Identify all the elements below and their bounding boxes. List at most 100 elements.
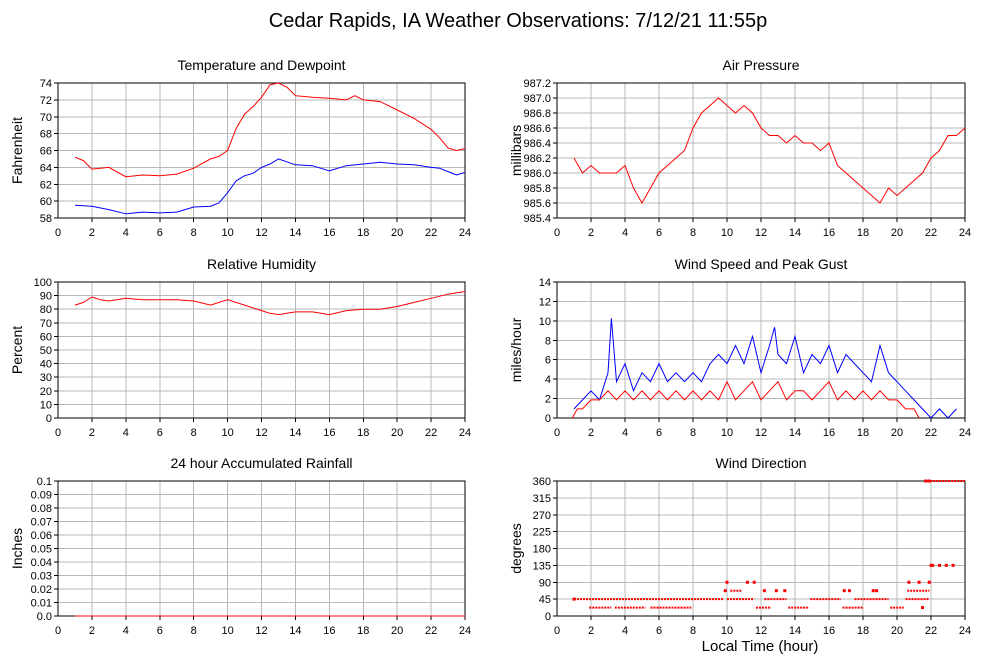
pressure-xtick-label: 8: [690, 227, 696, 239]
rain-xtick-label: 24: [459, 625, 471, 637]
humidity-plot-frame: [57, 281, 466, 419]
humidity-ytick-label: 70: [40, 318, 52, 330]
rain-ytick-label: 0.07: [31, 517, 52, 529]
rain-ytick-label: 0.08: [31, 503, 52, 515]
humidity-xtick-label: 22: [425, 427, 437, 439]
pressure-y-axis-label: millibars: [508, 125, 524, 176]
direction-ytick-label: 135: [533, 560, 551, 572]
humidity-ytick-label: 20: [40, 386, 52, 398]
temp-xtick-label: 4: [123, 227, 129, 239]
humidity-xtick-label: 12: [255, 427, 267, 439]
direction-point: [875, 589, 879, 593]
rain-xtick-label: 14: [289, 625, 301, 637]
temp-xtick-label: 22: [425, 227, 437, 239]
direction-xtick-label: 12: [755, 625, 767, 637]
wind-xtick-label: 6: [656, 427, 662, 439]
direction-point: [951, 563, 955, 567]
temp-xtick-label: 6: [157, 227, 163, 239]
humidity-ytick-label: 50: [40, 345, 52, 357]
direction-ytick-label: 225: [533, 527, 551, 539]
direction-point: [929, 563, 933, 567]
direction-xtick-label: 2: [588, 625, 594, 637]
temp-ytick-label: 74: [40, 78, 52, 90]
humidity-xtick-label: 20: [391, 427, 403, 439]
direction-xtick-label: 20: [891, 625, 903, 637]
direction-ytick-label: 270: [533, 510, 551, 522]
humidity-ytick-label: 80: [40, 304, 52, 316]
pressure-xtick-label: 24: [959, 227, 971, 239]
direction-xtick-label: 8: [690, 625, 696, 637]
direction-ytick-label: 90: [539, 577, 551, 589]
temp-xtick-label: 12: [255, 227, 267, 239]
direction-point: [938, 563, 941, 567]
humidity-ytick-label: 10: [40, 399, 52, 411]
temp-ytick-label: 64: [40, 162, 52, 174]
pressure-xtick-label: 4: [622, 227, 628, 239]
rain-xtick-label: 22: [425, 625, 437, 637]
wind-xtick-label: 14: [789, 427, 801, 439]
direction-point: [871, 589, 875, 593]
wind-ytick-label: 10: [539, 316, 551, 328]
direction-point: [944, 563, 948, 567]
pressure-series-line-1: [573, 97, 966, 205]
wind-series-line-1: [573, 318, 957, 419]
humidity-xtick-label: 6: [157, 427, 163, 439]
pressure-xtick-label: 0: [554, 227, 560, 239]
temp-ytick-label: 60: [40, 196, 52, 208]
temp-ytick-label: 72: [40, 95, 52, 107]
direction-point: [762, 589, 766, 593]
temp-xtick-label: 24: [459, 227, 471, 239]
direction-point: [927, 479, 931, 483]
direction-point: [921, 606, 924, 610]
rain-ytick-label: 0.09: [31, 490, 52, 502]
direction-point: [783, 589, 787, 593]
temp-xtick-label: 10: [221, 227, 233, 239]
temp-ytick-label: 58: [40, 213, 52, 225]
pressure-ytick-label: 986.2: [523, 153, 551, 165]
wind-series-line-2: [571, 380, 920, 419]
pressure-ytick-label: 985.8: [523, 183, 551, 195]
direction-point: [745, 580, 749, 584]
direction-title: Wind Direction: [715, 455, 806, 471]
temp-series-line-1: [74, 82, 466, 178]
wind-xtick-label: 0: [554, 427, 560, 439]
rain-xtick-label: 16: [323, 625, 335, 637]
humidity-y-axis-label: Percent: [9, 326, 25, 374]
direction-xtick-label: 10: [721, 625, 733, 637]
direction-xtick-label: 24: [959, 625, 971, 637]
temp-y-axis-label: Fahrenheit: [9, 117, 25, 184]
direction-point: [907, 580, 911, 584]
wind-xtick-label: 18: [857, 427, 869, 439]
humidity-xtick-label: 18: [357, 427, 369, 439]
rain-xtick-label: 8: [191, 625, 197, 637]
temp-title: Temperature and Dewpoint: [177, 57, 345, 73]
pressure-xtick-label: 12: [755, 227, 767, 239]
pressure-ytick-label: 985.6: [523, 198, 551, 210]
temp-xtick-label: 0: [55, 227, 61, 239]
humidity-ytick-label: 100: [34, 277, 52, 289]
direction-point: [752, 580, 756, 584]
wind-ytick-label: 14: [539, 277, 551, 289]
pressure-ytick-label: 986.0: [523, 168, 551, 180]
direction-xtick-label: 16: [823, 625, 835, 637]
humidity-series-line-1: [74, 291, 466, 316]
rain-y-axis-label: Inches: [9, 528, 25, 569]
direction-ytick-label: 315: [533, 493, 551, 505]
humidity-xtick-label: 16: [323, 427, 335, 439]
humidity-ytick-label: 60: [40, 331, 52, 343]
humidity-ytick-label: 40: [40, 359, 52, 371]
direction-point: [924, 479, 928, 483]
pressure-xtick-label: 2: [588, 227, 594, 239]
wind-xtick-label: 10: [721, 427, 733, 439]
rain-ytick-label: 0.01: [31, 598, 52, 610]
pressure-xtick-label: 22: [925, 227, 937, 239]
wind-y-axis-label: miles/hour: [508, 317, 524, 382]
direction-ytick-label: 0: [545, 611, 551, 623]
direction-ytick-label: 360: [533, 476, 551, 488]
wind-ytick-label: 0: [545, 413, 551, 425]
temp-ytick-label: 62: [40, 179, 52, 191]
wind-xtick-label: 16: [823, 427, 835, 439]
wind-ytick-label: 2: [545, 394, 551, 406]
pressure-ytick-label: 986.4: [523, 138, 551, 150]
temp-ytick-label: 70: [40, 112, 52, 124]
